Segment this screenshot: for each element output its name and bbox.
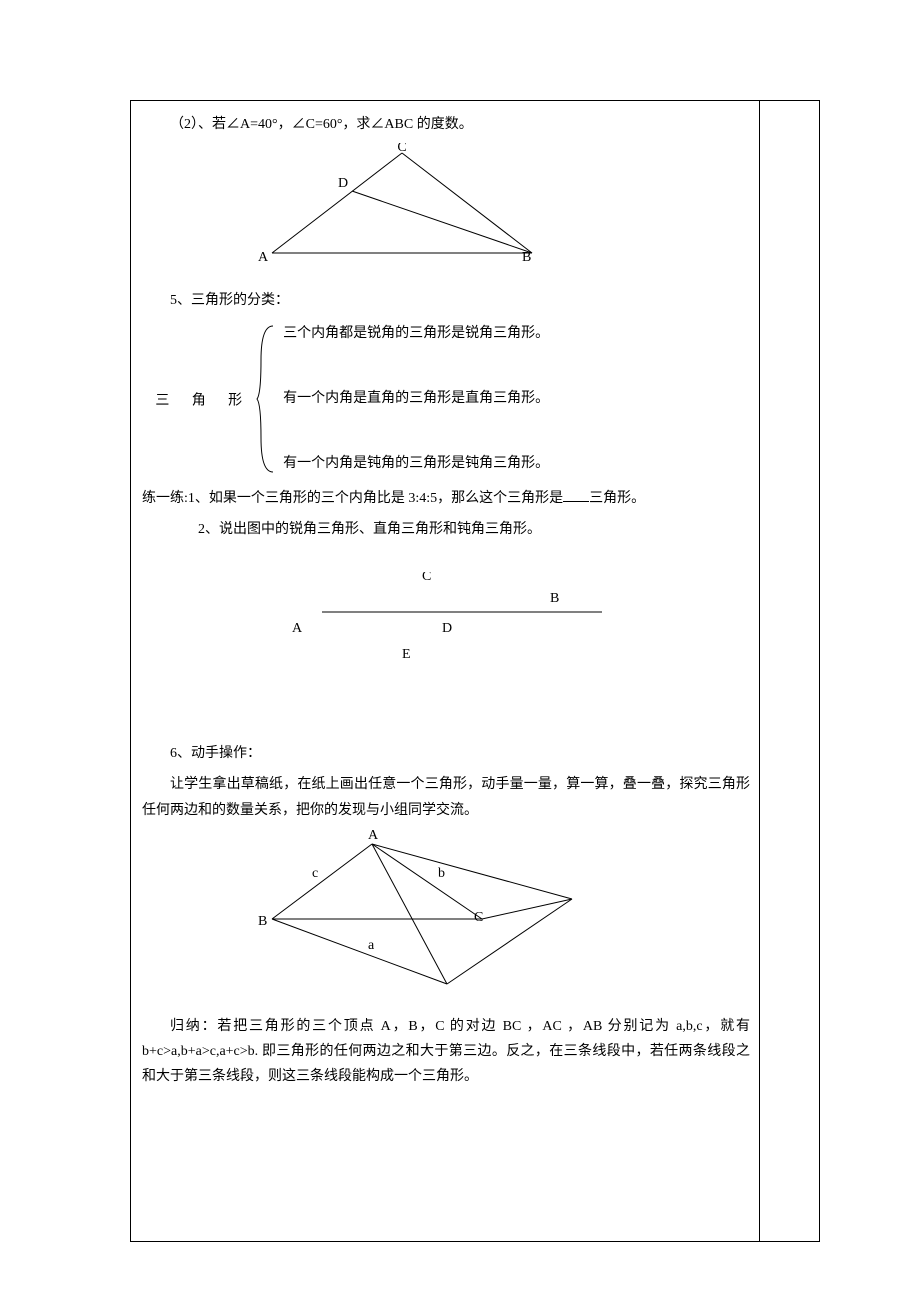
- fig2-label-a: A: [292, 621, 303, 636]
- fig2-label-c: C: [422, 572, 431, 584]
- classification-item-3: 有一个内角是钝角的三角形是钝角三角形。: [283, 454, 549, 474]
- exercise-2: 2、说出图中的锐角三角形、直角三角形和钝角三角形。: [142, 517, 750, 542]
- exercise-label: 练一练:: [142, 491, 188, 506]
- classification-brace-icon: [255, 324, 277, 474]
- exercise-1-suffix: 三角形。: [589, 491, 645, 506]
- classification-item-2: 有一个内角是直角的三角形是直角三角形。: [283, 389, 549, 409]
- exercise-1-prefix: 1、如果一个三角形的三个内角比是 3:4:5，那么这个三角形是: [188, 491, 563, 506]
- fig3-label-a-upper: A: [368, 829, 379, 843]
- figure-2-svg: C B A D E: [292, 572, 612, 672]
- classification-item-1: 三个内角都是锐角的三角形是锐角三角形。: [283, 324, 549, 344]
- figure-1-svg: A B C D: [252, 143, 572, 273]
- classification-block: 三角形 三个内角都是锐角的三角形是锐角三角形。 有一个内角是直角的三角形是直角三…: [142, 324, 750, 474]
- figure-3: A B C c b a: [142, 829, 750, 1008]
- exercise-1-blank: [563, 487, 589, 502]
- fig3-label-b-lower: b: [438, 866, 445, 881]
- section-5-heading: 5、三角形的分类：: [142, 288, 750, 313]
- fig2-label-d: D: [442, 621, 452, 636]
- figure-2: C B A D E: [142, 572, 750, 681]
- doc-content: （2）、若∠A=40°，∠C=60°，求∠ABC 的度数。 A B C D 5、…: [130, 100, 760, 1242]
- fig2-label-e: E: [402, 647, 411, 662]
- fig1-label-a: A: [258, 250, 269, 265]
- section-6-body: 让学生拿出草稿纸，在纸上画出任意一个三角形，动手量一量，算一算，叠一叠，探究三角…: [142, 772, 750, 822]
- fig2-label-b: B: [550, 591, 559, 606]
- fig3-label-a-lower: a: [368, 938, 375, 953]
- fig3-label-c-upper: C: [474, 910, 483, 925]
- exercise-1: 练一练:1、如果一个三角形的三个内角比是 3:4:5，那么这个三角形是 三角形。: [142, 486, 750, 511]
- fig1-label-c: C: [397, 143, 406, 155]
- conclusion-text: 归纳：若把三角形的三个顶点 A，B，C 的对边 BC ，AC ，AB 分别记为 …: [142, 1014, 750, 1090]
- classification-label: 三角形: [142, 324, 251, 474]
- figure-3-svg: A B C c b a: [252, 829, 592, 999]
- classification-items: 三个内角都是锐角的三角形是锐角三角形。 有一个内角是直角的三角形是直角三角形。 …: [277, 324, 549, 474]
- fig1-label-b: B: [522, 250, 531, 265]
- fig3-label-b-upper: B: [258, 914, 267, 929]
- section-6-heading: 6、动手操作：: [142, 741, 750, 766]
- fig3-label-c-lower: c: [312, 866, 318, 881]
- figure-1: A B C D: [142, 143, 750, 282]
- problem-2-text: （2）、若∠A=40°，∠C=60°，求∠ABC 的度数。: [142, 112, 750, 137]
- fig1-label-d: D: [338, 176, 348, 191]
